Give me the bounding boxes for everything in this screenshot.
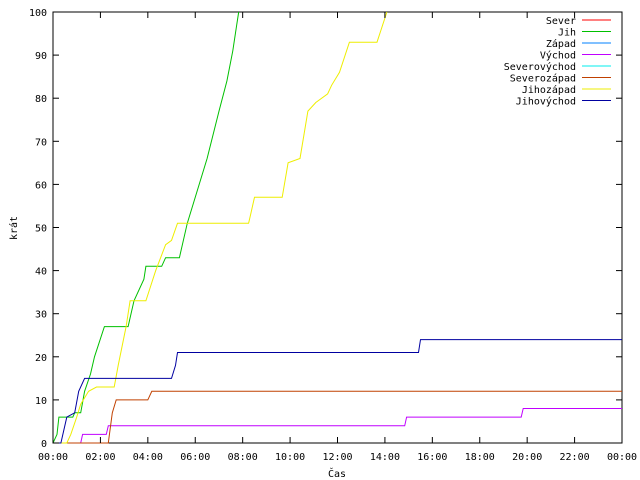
x-tick-label: 08:00 (228, 452, 258, 463)
y-tick-label: 70 (35, 137, 47, 148)
series-line-6 (53, 390, 622, 444)
y-tick-label: 90 (35, 51, 47, 62)
y-tick-label: 50 (35, 224, 47, 235)
legend-label: Jihovýchod (516, 96, 576, 108)
y-tick-label: 10 (35, 396, 47, 407)
x-tick-label: 14:00 (370, 452, 400, 463)
series-line-7 (53, 11, 388, 444)
y-tick-label: 0 (41, 439, 47, 450)
x-tick-label: 12:00 (322, 452, 352, 463)
legend-label: Severozápad (510, 73, 576, 85)
y-axis-title: krát (8, 216, 20, 240)
tick-layer: 0 10 20 30 40 50 60 70 80 90 100 00:00 02:00 04:00 06:… (29, 8, 637, 463)
series-line-8 (53, 339, 622, 444)
x-tick-label: 04:00 (133, 452, 163, 463)
y-tick-label: 60 (35, 180, 47, 191)
legend-label: Sever (546, 16, 576, 27)
legend-label: Severovýchod (504, 61, 576, 73)
x-tick-label: 00:00 (607, 452, 637, 463)
x-tick-label: 20:00 (512, 452, 542, 463)
x-tick-label: 02:00 (85, 452, 115, 463)
y-tick-label: 20 (35, 353, 47, 364)
series-layer (52, 11, 622, 444)
legend-label: Jihozápad (522, 84, 576, 96)
x-axis-title: Čas (328, 467, 346, 480)
legend: SeverJihZápadVýchodSeverovýchodSeverozáp… (504, 16, 611, 108)
y-tick-label: 40 (35, 267, 47, 278)
y-tick-label: 80 (35, 94, 47, 105)
y-tick-label: 30 (35, 310, 47, 321)
x-tick-label: 06:00 (180, 452, 210, 463)
series-line-4 (53, 408, 622, 444)
legend-label: Západ (546, 38, 576, 50)
x-tick-label: 18:00 (465, 452, 495, 463)
y-tick-label: 100 (29, 8, 47, 19)
x-tick-label: 16:00 (417, 452, 447, 463)
legend-label: Jih (558, 28, 576, 39)
x-tick-label: 10:00 (275, 452, 305, 463)
x-tick-label: 00:00 (38, 452, 68, 463)
legend-label: Východ (540, 50, 576, 62)
x-tick-label: 22:00 (560, 452, 590, 463)
